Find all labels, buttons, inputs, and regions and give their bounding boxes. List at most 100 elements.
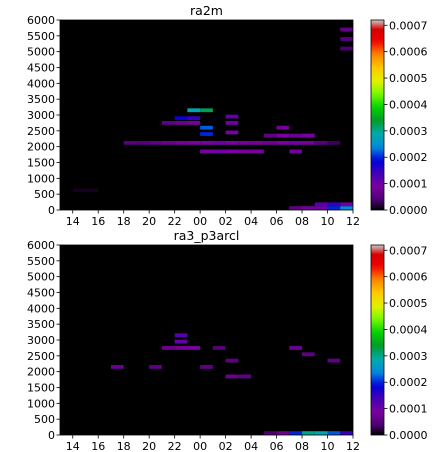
heatmap-cell [251,140,264,145]
x-tick-label: 22 [168,215,182,228]
heatmap-cell [212,149,226,154]
colorbar-tick-label: 0.0004 [389,98,428,111]
x-tick-label: 10 [321,440,335,452]
heatmap-cell [161,346,175,350]
colorbar-tick-label: 0.0002 [389,151,428,164]
x-tick-label: 02 [219,440,233,452]
heatmap-cell [110,365,124,369]
x-tick-label: 06 [270,440,284,452]
x-tick-label: 02 [219,215,233,228]
heatmap-cell [225,121,239,125]
heatmap-cell [263,133,277,138]
x-tick-label: 12 [346,215,360,228]
heatmap-cell [314,206,328,210]
heatmap-cell [174,346,188,350]
colorbar-tick-label: 0.0002 [389,376,428,389]
colorbar-tick-label: 0.0001 [389,178,428,191]
colorbar-frame [370,19,385,211]
heatmap-cell [187,116,201,121]
x-tick-label: 14 [66,215,80,228]
heatmap-cell [340,202,353,207]
x-tick-label: 16 [91,440,105,452]
heatmap-cell [289,346,303,350]
colorbar-tick-label: 0.0005 [389,72,428,85]
heatmap-cell [276,133,290,138]
heatmap-cell [200,140,213,145]
x-tick-label: 00 [193,215,207,228]
x-tick-label: 00 [193,440,207,452]
y-tick-label: 2000 [27,141,55,154]
x-tick-label: 12 [346,440,360,452]
y-tick-label: 1000 [27,397,55,410]
heatmap-cell [314,202,328,207]
y-tick-label: 4500 [27,287,55,300]
heatmap-cell [174,333,188,338]
y-tick-label: 6000 [27,14,55,27]
colorbar-tick-label: 0.0004 [389,323,428,336]
heatmap-cell [314,140,328,145]
colorbar-tick-label: 0.0003 [389,350,428,363]
colorbar-tick-label: 0.0001 [389,403,428,416]
heatmap-cell [200,108,213,113]
heatmap-cell [174,140,188,145]
heatmap-cell [263,140,277,145]
x-tick-label: 20 [142,215,156,228]
heatmap-cell [276,140,290,145]
y-tick-label: 1500 [27,157,55,170]
y-tick-label: 4000 [27,302,55,315]
x-tick-label: 04 [244,440,258,452]
heatmap-cell [327,431,341,435]
heatmap-cell [225,114,239,119]
heatmap-cell [289,140,303,145]
heatmap-cell [238,149,252,154]
x-tick-label: 08 [295,215,309,228]
heatmap-cell [276,431,290,435]
heatmap-cell [340,46,353,51]
x-tick-label: 06 [270,215,284,228]
colorbar-tick-label: 0.0006 [389,271,428,284]
y-tick-label: 500 [34,188,55,201]
y-tick-label: 2000 [27,366,55,379]
heatmap-cell [136,140,150,145]
heatmap-cell [225,374,239,379]
heatmap-cell [327,202,341,207]
heatmap-cell [212,140,226,145]
heatmap-cell [187,140,201,145]
heatmap-cell [200,125,213,130]
heatmap-cell [327,140,341,145]
y-tick-label: 3000 [27,334,55,347]
plot-area [60,20,353,210]
heatmap-cell [225,358,239,363]
heatmap-cell [340,431,353,435]
chart-title: ra2m [190,3,223,18]
x-tick-label: 08 [295,440,309,452]
heatmap-cell [327,358,341,363]
heatmap-cell [187,121,201,125]
heatmap-cell [302,352,315,357]
colorbar-tick-label: 0.0003 [389,125,428,138]
heatmap-cell [174,121,188,125]
y-tick-label: 5000 [27,271,55,284]
heatmap-cell [200,149,213,154]
heatmap-cell [212,346,226,350]
y-tick-label: 5500 [27,255,55,268]
heatmap-cell [289,149,303,154]
colorbar-tick-label: 0.0005 [389,297,428,310]
chart-title: ra3_p3arcl [174,228,240,243]
colorbar-frame [370,244,385,436]
y-tick-label: 3500 [27,318,55,331]
heatmap-cell [123,140,137,145]
heatmap-cell [340,37,353,41]
heatmap-cell [302,431,315,435]
heatmap-cell [251,149,264,154]
colorbar-tick-label: 0.0007 [389,19,428,32]
y-tick-label: 0 [48,204,55,217]
y-tick-label: 3500 [27,93,55,106]
y-tick-label: 5500 [27,30,55,43]
heatmap-cell [276,125,290,130]
heatmap-cell [340,206,353,210]
heatmap-cell [289,133,303,138]
x-tick-label: 14 [66,440,80,452]
heatmap-cell [187,108,201,113]
heatmap-panel-2: ra3_p3arcl050010001500200025003000350040… [27,228,428,452]
